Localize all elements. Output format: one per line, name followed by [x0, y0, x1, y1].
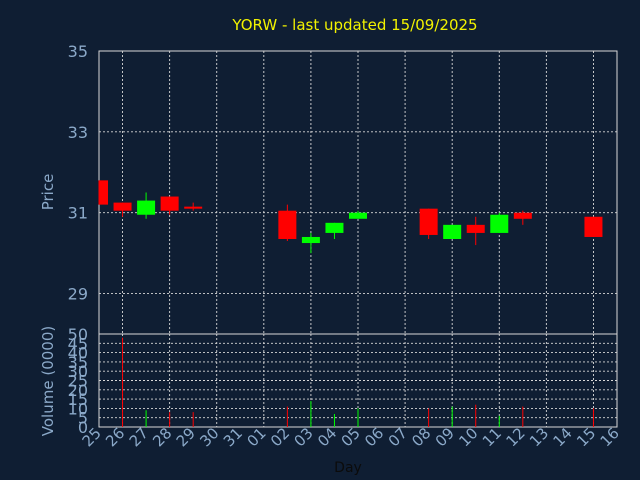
volume-axis-label: Volume (0000) [39, 326, 57, 436]
chart-title: YORW - last updated 15/09/2025 [231, 16, 477, 34]
day-tick-label: 13 [526, 424, 552, 450]
day-tick-label: 08 [408, 424, 434, 450]
day-tick-label: 14 [550, 424, 576, 450]
candle-body [490, 214, 509, 233]
candle-bodies [99, 180, 603, 244]
day-tick-label: 26 [102, 424, 128, 450]
day-tick-label: 30 [196, 424, 222, 450]
candle-body [584, 216, 603, 237]
day-tick-label: 10 [455, 424, 481, 450]
candle-body [349, 212, 367, 219]
day-tick-label: 15 [573, 424, 599, 450]
day-tick-label: 09 [432, 424, 458, 450]
volume-tick-label: 5 [78, 409, 88, 428]
volume-tick-label: 25 [68, 372, 88, 391]
price-tick-labels: 29 31 33 35 [68, 42, 88, 304]
day-tick-label: 04 [314, 424, 340, 450]
price-tick-label: 33 [68, 123, 88, 142]
candle-body [160, 196, 179, 211]
day-tick-label: 29 [173, 424, 199, 450]
volume-tick-label: 20 [68, 381, 88, 400]
volume-tick-label: 0 [78, 418, 88, 437]
day-tick-label: 01 [243, 424, 269, 450]
volume-tick-label: 10 [68, 399, 88, 418]
price-grid [98, 50, 618, 335]
day-tick-label: 02 [267, 424, 293, 450]
candle-body [325, 222, 344, 233]
candle-body [443, 224, 462, 239]
day-tick-label: 03 [291, 424, 317, 450]
day-tick-label: 11 [479, 424, 505, 450]
candle-body [99, 180, 108, 205]
volume-tick-label: 30 [68, 362, 88, 381]
volume-tick-label: 15 [68, 390, 88, 409]
price-tick-label: 35 [68, 42, 88, 61]
day-tick-label: 06 [361, 424, 387, 450]
day-tick-label: 31 [220, 424, 246, 450]
day-tick-label: 28 [149, 424, 175, 450]
day-tick-label: 07 [385, 424, 411, 450]
candle-body [184, 206, 203, 209]
volume-tick-label: 35 [68, 353, 88, 372]
candle-body [278, 210, 297, 239]
day-tick-labels: 2526272829303101020304050607080910111213… [79, 424, 623, 450]
x-axis-label: Day [334, 460, 362, 476]
price-tick-label: 31 [68, 204, 88, 223]
volume-tick-label: 50 [68, 325, 88, 344]
price-axis-label: Price [39, 174, 57, 211]
volume-tick-label: 45 [68, 334, 88, 353]
day-tick-label: 12 [502, 424, 528, 450]
price-tick-label: 29 [68, 285, 88, 304]
volume-tick-label: 40 [68, 344, 88, 363]
candle-body [113, 202, 132, 211]
candle-body [466, 224, 485, 233]
day-tick-label: 05 [338, 424, 364, 450]
candle-body [419, 208, 438, 235]
candle-body [137, 200, 156, 215]
day-tick-label: 16 [597, 424, 623, 450]
candle-body [301, 236, 320, 244]
volume-bars [122, 337, 594, 427]
candle-body [513, 212, 532, 219]
day-tick-label: 27 [126, 424, 152, 450]
